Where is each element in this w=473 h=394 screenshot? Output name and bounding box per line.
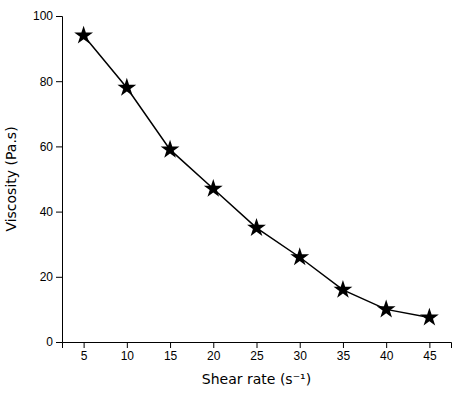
point xyxy=(247,218,266,236)
y-tick-label: 40 xyxy=(40,205,54,219)
x-tick-label: 10 xyxy=(121,349,135,363)
y-tick-mark xyxy=(56,146,62,147)
x-tick-label: 30 xyxy=(294,349,308,363)
x-tick-label: 25 xyxy=(250,349,264,363)
y-tick-mark xyxy=(56,277,62,278)
point xyxy=(117,78,136,96)
point xyxy=(334,280,353,298)
x-tick-mark xyxy=(170,342,171,348)
y-tick-label: 20 xyxy=(40,270,54,284)
y-tick-label: 0 xyxy=(46,335,53,349)
point xyxy=(161,140,180,158)
x-tick: 25 xyxy=(250,342,264,363)
y-tick: 80 xyxy=(40,75,62,89)
point xyxy=(290,247,309,265)
y-axis-line xyxy=(56,17,63,343)
x-tick-mark xyxy=(343,342,344,348)
x-tick: 20 xyxy=(207,342,221,363)
y-tick-mark xyxy=(56,81,62,82)
point xyxy=(74,26,93,44)
x-tick-label: 5 xyxy=(81,349,88,363)
x-tick-mark xyxy=(300,342,301,348)
x-axis-line xyxy=(63,343,452,349)
x-tick-label: 20 xyxy=(207,349,221,363)
y-tick-label: 80 xyxy=(40,75,54,89)
x-tick-label: 15 xyxy=(164,349,178,363)
x-axis-title: Shear rate (s⁻¹) xyxy=(202,371,311,387)
x-tick-mark xyxy=(386,342,387,348)
y-tick-label: 60 xyxy=(40,140,54,154)
x-tick-label: 40 xyxy=(380,349,394,363)
x-tick-label: 45 xyxy=(423,349,437,363)
y-tick-mark xyxy=(56,16,62,17)
series xyxy=(74,26,439,326)
plot: 5 10 15 20 25 30 35 40 45 0 20 40 60 80 100 xyxy=(33,9,452,362)
x-tick-mark xyxy=(429,342,430,348)
x-tick: 30 xyxy=(294,342,308,363)
y-axis: 0 20 40 60 80 100 xyxy=(33,9,63,349)
y-axis-title: Viscosity (Pa.s) xyxy=(3,126,19,231)
x-axis: 5 10 15 20 25 30 35 40 45 xyxy=(63,342,452,363)
x-tick: 35 xyxy=(337,342,351,363)
x-tick-mark xyxy=(127,342,128,348)
x-tick-mark xyxy=(84,342,85,348)
x-tick-mark xyxy=(257,342,258,348)
line xyxy=(84,36,430,318)
y-tick-label: 100 xyxy=(33,9,53,23)
x-tick: 5 xyxy=(81,342,88,363)
y-tick: 60 xyxy=(40,140,62,154)
y-tick: 100 xyxy=(33,9,62,23)
y-tick-mark xyxy=(56,212,62,213)
x-tick: 40 xyxy=(380,342,394,363)
point xyxy=(377,300,396,318)
x-tick-label: 35 xyxy=(337,349,351,363)
x-tick: 15 xyxy=(164,342,178,363)
x-tick: 45 xyxy=(423,342,437,363)
point xyxy=(420,308,439,326)
chart: 5 10 15 20 25 30 35 40 45 0 20 40 60 80 100 Shear rate … xyxy=(0,0,473,394)
y-tick: 20 xyxy=(40,270,62,284)
x-tick-mark xyxy=(213,342,214,348)
point xyxy=(204,179,223,197)
y-tick: 0 xyxy=(46,335,62,349)
y-tick: 40 xyxy=(40,205,62,219)
x-tick: 10 xyxy=(121,342,135,363)
y-tick-mark xyxy=(56,342,62,343)
